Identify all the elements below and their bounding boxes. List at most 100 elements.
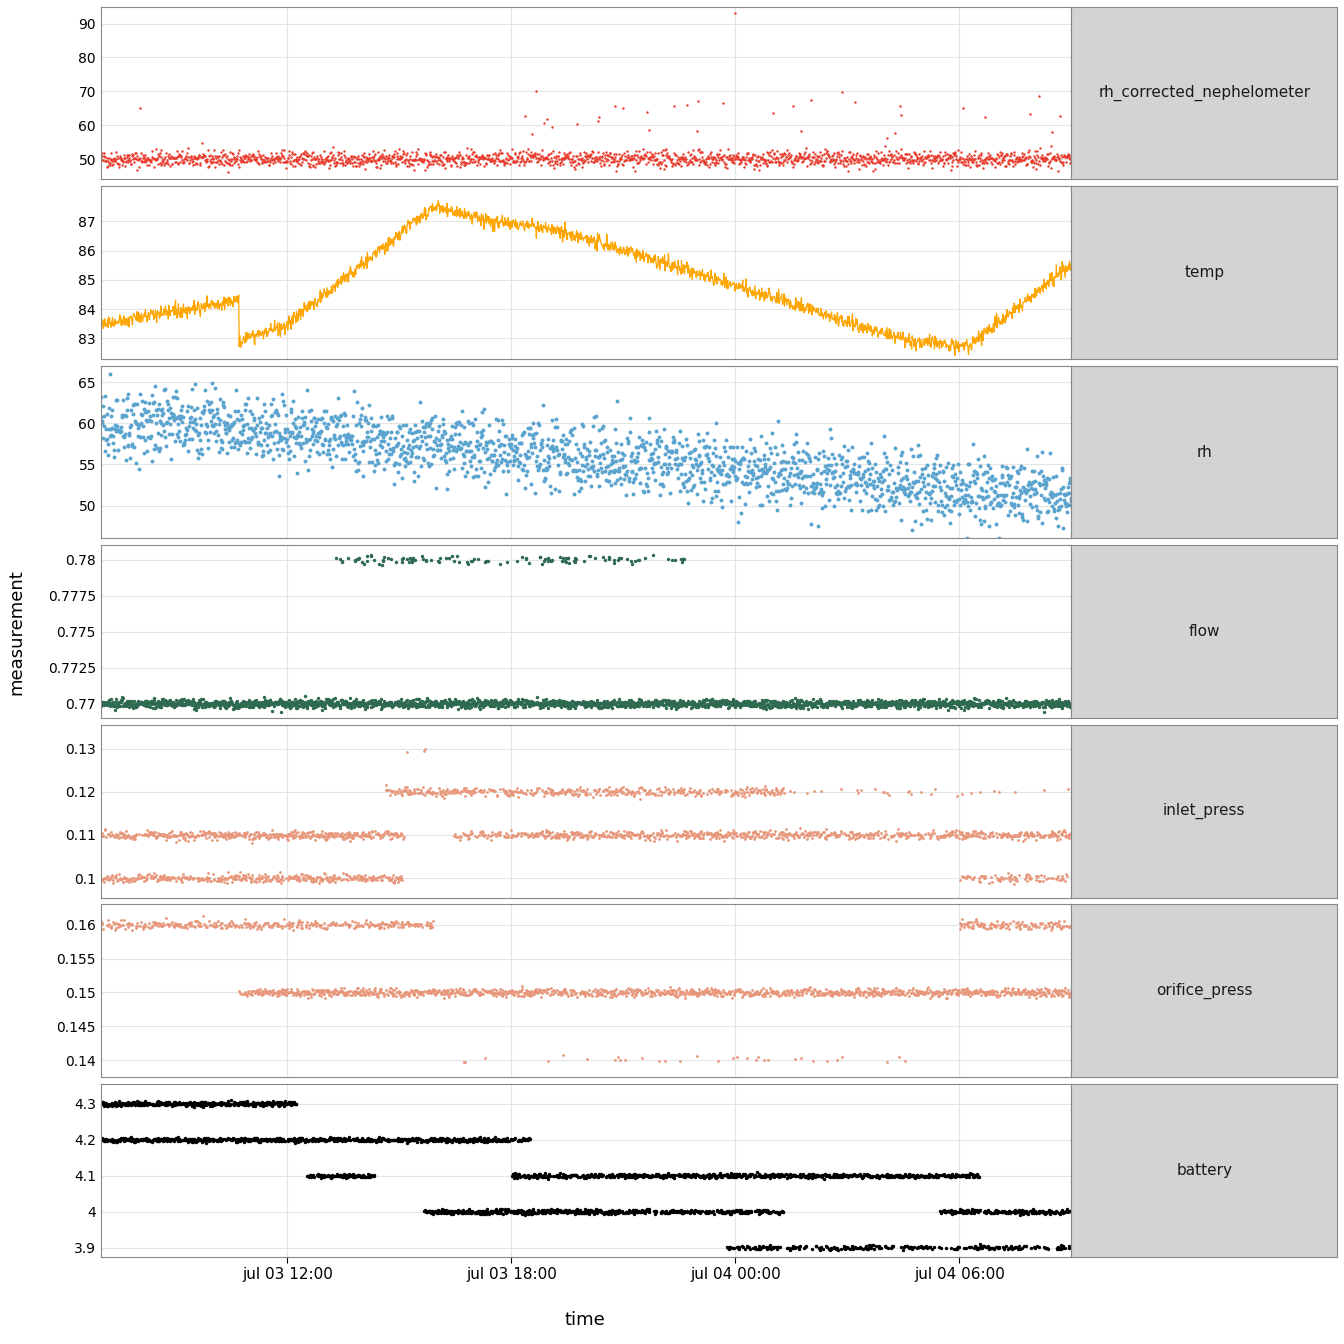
Point	[1027, 821, 1048, 843]
Point	[589, 419, 610, 441]
Point	[673, 695, 695, 716]
Point	[823, 148, 844, 169]
Point	[507, 782, 528, 804]
Point	[750, 1200, 771, 1222]
Point	[505, 691, 527, 712]
Point	[683, 146, 704, 168]
Point	[391, 823, 413, 844]
Point	[282, 1130, 304, 1152]
Point	[148, 145, 169, 167]
Point	[422, 145, 444, 167]
Point	[574, 781, 595, 802]
Point	[282, 692, 304, 714]
Point	[907, 1165, 929, 1187]
Point	[328, 914, 349, 935]
Point	[233, 823, 254, 844]
Point	[238, 1094, 259, 1116]
Point	[800, 695, 821, 716]
Point	[331, 825, 352, 847]
Point	[339, 1165, 360, 1187]
Point	[656, 828, 677, 849]
Point	[383, 871, 405, 892]
Point	[196, 695, 218, 716]
Point	[293, 870, 314, 891]
Point	[277, 1130, 298, 1152]
Point	[192, 905, 214, 926]
Point	[508, 469, 530, 491]
Point	[762, 482, 784, 504]
Point	[769, 144, 790, 165]
Point	[399, 981, 421, 1003]
Point	[676, 1164, 698, 1185]
Point	[159, 691, 180, 712]
Point	[638, 827, 660, 848]
Point	[560, 1165, 582, 1187]
Point	[204, 913, 226, 934]
Point	[379, 144, 401, 165]
Point	[688, 1200, 710, 1222]
Point	[984, 480, 1005, 501]
Point	[445, 694, 466, 715]
Point	[824, 981, 845, 1003]
Point	[743, 691, 765, 712]
Point	[118, 146, 140, 168]
Point	[613, 142, 634, 164]
Point	[570, 823, 591, 844]
Point	[1027, 982, 1048, 1004]
Point	[337, 148, 359, 169]
Point	[356, 426, 378, 448]
Point	[137, 146, 159, 168]
Point	[348, 915, 370, 937]
Point	[758, 781, 780, 802]
Point	[617, 780, 638, 801]
Point	[1039, 691, 1060, 712]
Point	[280, 867, 301, 888]
Point	[992, 824, 1013, 845]
Point	[648, 1163, 669, 1184]
Point	[445, 152, 466, 173]
Point	[618, 781, 640, 802]
Point	[824, 477, 845, 499]
Point	[977, 689, 999, 711]
Point	[109, 863, 130, 884]
Point	[870, 485, 891, 507]
Point	[282, 821, 304, 843]
Point	[930, 827, 952, 848]
Point	[562, 695, 583, 716]
Point	[450, 1202, 472, 1223]
Point	[513, 1165, 535, 1187]
Point	[571, 981, 593, 1003]
Point	[965, 151, 986, 172]
Point	[172, 395, 194, 417]
Point	[610, 547, 632, 569]
Point	[352, 692, 374, 714]
Point	[94, 384, 116, 406]
Point	[735, 778, 757, 800]
Point	[343, 868, 364, 890]
Point	[167, 1093, 188, 1114]
Point	[144, 867, 165, 888]
Point	[324, 825, 345, 847]
Point	[203, 1130, 224, 1152]
Point	[227, 142, 249, 164]
Point	[164, 915, 185, 937]
Point	[974, 497, 996, 519]
Point	[540, 977, 562, 999]
Point	[1008, 864, 1030, 886]
Point	[1046, 980, 1067, 1001]
Point	[218, 149, 239, 171]
Point	[310, 825, 332, 847]
Point	[573, 1164, 594, 1185]
Point	[109, 915, 130, 937]
Point	[883, 980, 905, 1001]
Point	[999, 918, 1020, 939]
Point	[707, 692, 728, 714]
Point	[710, 818, 731, 840]
Point	[895, 1163, 917, 1184]
Point	[1039, 1199, 1060, 1220]
Point	[489, 1202, 511, 1223]
Point	[130, 413, 152, 434]
Point	[825, 1164, 847, 1185]
Point	[1034, 469, 1055, 491]
Point	[1001, 910, 1023, 931]
